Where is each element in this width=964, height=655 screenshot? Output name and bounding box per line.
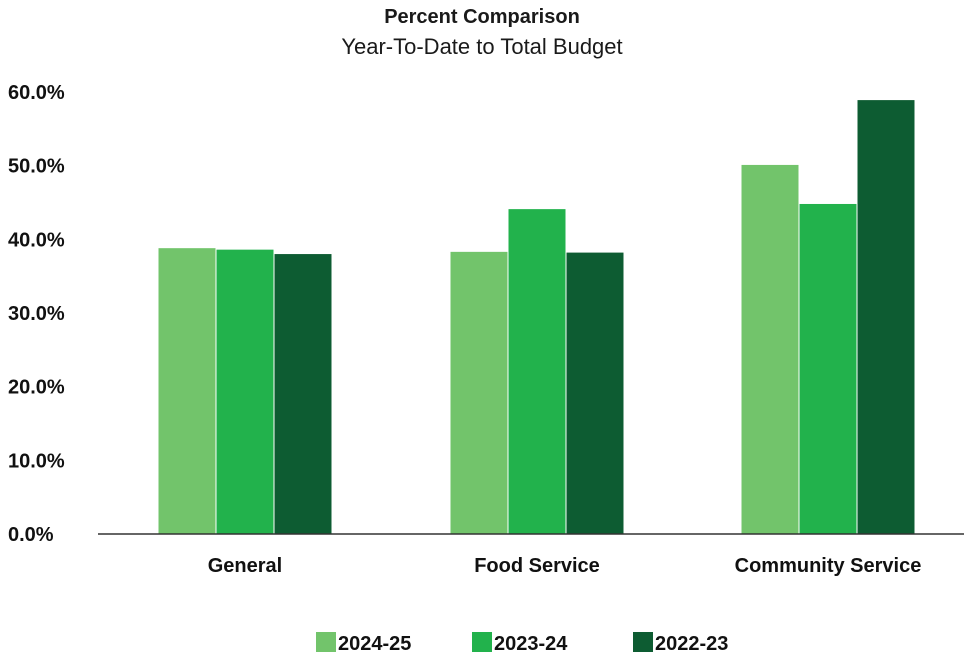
- legend-label: 2023-24: [494, 633, 568, 655]
- bar: [216, 249, 274, 534]
- bar: [799, 203, 857, 534]
- y-tick-label: 40.0%: [8, 229, 65, 251]
- y-tick-label: 60.0%: [8, 82, 65, 104]
- chart-subtitle: Year-To-Date to Total Budget: [341, 34, 623, 59]
- bar: [450, 251, 508, 534]
- bar: [158, 248, 216, 534]
- bar: [857, 100, 915, 534]
- x-tick-label: Community Service: [735, 555, 922, 577]
- x-tick-label: General: [208, 555, 282, 577]
- bar: [508, 209, 566, 534]
- x-tick-label: Food Service: [474, 555, 600, 577]
- y-tick-label: 50.0%: [8, 156, 65, 178]
- bar: [274, 254, 332, 535]
- y-tick-label: 10.0%: [8, 450, 65, 472]
- legend-label: 2022-23: [655, 633, 728, 655]
- bar: [741, 164, 799, 534]
- legend-swatch: [472, 632, 492, 652]
- bar: [566, 252, 624, 535]
- legend-swatch: [633, 632, 653, 652]
- y-tick-label: 0.0%: [8, 524, 54, 546]
- y-tick-label: 30.0%: [8, 303, 65, 325]
- legend-swatch: [316, 632, 336, 652]
- legend-label: 2024-25: [338, 633, 411, 655]
- y-tick-label: 20.0%: [8, 377, 65, 399]
- chart-title: Percent Comparison: [384, 6, 580, 28]
